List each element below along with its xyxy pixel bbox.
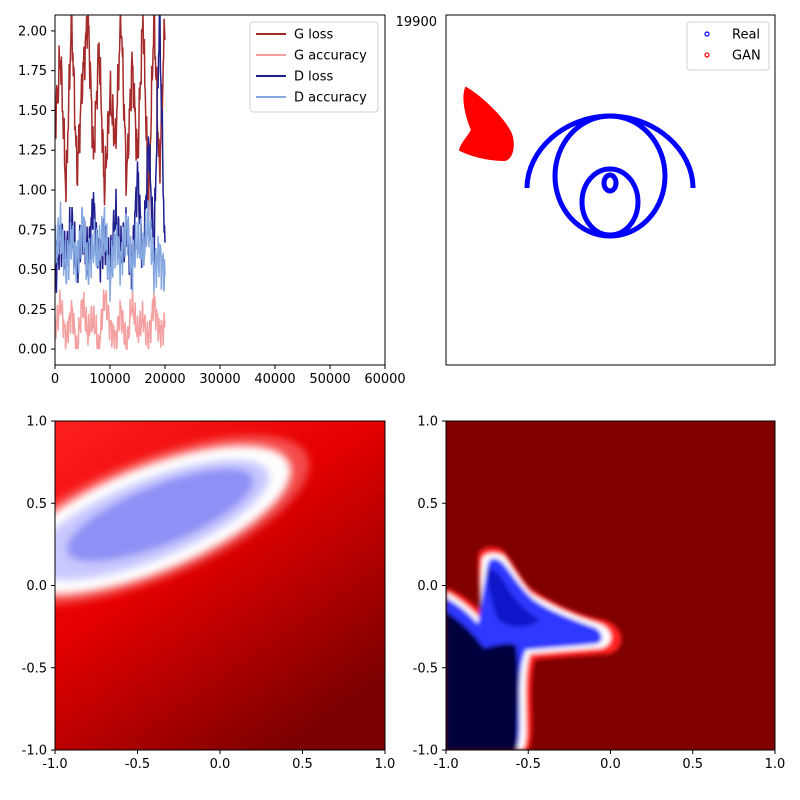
y-tick-label: 0.75	[18, 223, 47, 238]
legend-label: D accuracy	[294, 91, 367, 106]
y-tick-label: 2.00	[18, 24, 47, 39]
y-tick-label: -1.0	[22, 744, 47, 759]
y-tick-label: 0.00	[18, 343, 47, 358]
y-tick-label: 0.5	[26, 497, 47, 512]
heatmap-left-y-axis: -1.0 -0.5 0.0 0.5 1.0	[22, 415, 55, 759]
series-line-d-accuracy	[55, 200, 166, 302]
x-tick-label: 1.0	[375, 757, 396, 772]
y-tick-label: 0.0	[26, 579, 47, 594]
y-tick-label: 1.50	[18, 104, 47, 119]
heatmap-region	[446, 546, 622, 750]
x-tick-label: -1.0	[433, 757, 458, 772]
y-tick-label: 1.0	[26, 415, 47, 430]
training-curves-y-axis: 0.00 0.25 0.50 0.75 1.00 1.25 1.50 1.75 2.00	[18, 24, 55, 358]
x-tick-label: 40000	[254, 372, 295, 387]
training-curves-x-axis: 0 10000 20000 30000 40000 50000 60000	[51, 365, 406, 387]
x-tick-label: 60000	[364, 372, 405, 387]
y-tick-label: 1.0	[417, 415, 438, 430]
x-tick-label: 10000	[89, 372, 130, 387]
y-tick-label: 1.25	[18, 144, 47, 159]
x-tick-label: -0.5	[516, 757, 541, 772]
x-tick-label: 0.5	[292, 757, 313, 772]
y-tick-label: 0.25	[18, 303, 47, 318]
y-tick-label: 1.00	[18, 184, 47, 199]
x-tick-label: 50000	[309, 372, 350, 387]
y-tick-label: 0.50	[18, 263, 47, 278]
y-tick-label: -0.5	[22, 661, 47, 676]
y-tick-label: -1.0	[413, 744, 438, 759]
training-curves-plot: 0 10000 20000 30000 40000 50000 60000 0.00 0.25…	[18, 14, 406, 387]
x-tick-label: 1.0	[765, 757, 786, 772]
y-tick-label: 1.75	[18, 64, 47, 79]
training-curves-lines	[55, 15, 166, 350]
x-tick-label: 30000	[199, 372, 240, 387]
training-curves-legend: G loss G accuracy D loss D accuracy	[249, 21, 379, 113]
series-line-g-loss	[55, 15, 166, 227]
x-tick-label: 0.5	[682, 757, 703, 772]
discriminator-heatmap-right: -1.0 -0.5 0.0 0.5 1.0 -1.0 -0.5 0.0 0.5 1.0	[413, 415, 786, 773]
real-samples-curve	[524, 113, 696, 239]
samples-plot: 19900 Real GAN	[396, 14, 776, 366]
x-tick-label: 20000	[144, 372, 185, 387]
y-tick-label: 0.0	[417, 579, 438, 594]
legend-label: D loss	[294, 70, 333, 85]
iteration-label: 19900	[396, 15, 437, 30]
legend-label: Real	[732, 28, 760, 43]
x-tick-label: 0.0	[210, 757, 231, 772]
gan-samples-cluster	[458, 86, 514, 162]
y-tick-label: -0.5	[413, 661, 438, 676]
discriminator-heatmap-left: -1.0 -0.5 0.0 0.5 1.0 -1.0 -0.5 0.0 0.5 1.0	[22, 415, 396, 773]
legend-label: G accuracy	[294, 49, 367, 64]
legend-label: GAN	[732, 49, 761, 64]
series-line-g-accuracy	[55, 288, 166, 350]
samples-frame	[445, 14, 776, 366]
x-tick-label: -1.0	[42, 757, 67, 772]
legend-label: G loss	[294, 28, 334, 43]
legend-marker	[704, 31, 710, 37]
samples-legend: Real GAN	[686, 21, 770, 71]
heatmap-right-x-axis: -1.0 -0.5 0.0 0.5 1.0	[433, 750, 785, 772]
heatmap-blob	[55, 435, 310, 605]
x-tick-label: -0.5	[125, 757, 150, 772]
legend-box	[249, 21, 379, 113]
y-tick-label: 0.5	[417, 497, 438, 512]
heatmap-right-y-axis: -1.0 -0.5 0.0 0.5 1.0	[413, 415, 446, 759]
x-tick-label: 0.0	[600, 757, 621, 772]
heatmap-left-x-axis: -1.0 -0.5 0.0 0.5 1.0	[42, 750, 395, 772]
legend-marker	[704, 52, 710, 58]
legend-box	[686, 21, 770, 71]
x-tick-label: 0	[51, 372, 59, 387]
